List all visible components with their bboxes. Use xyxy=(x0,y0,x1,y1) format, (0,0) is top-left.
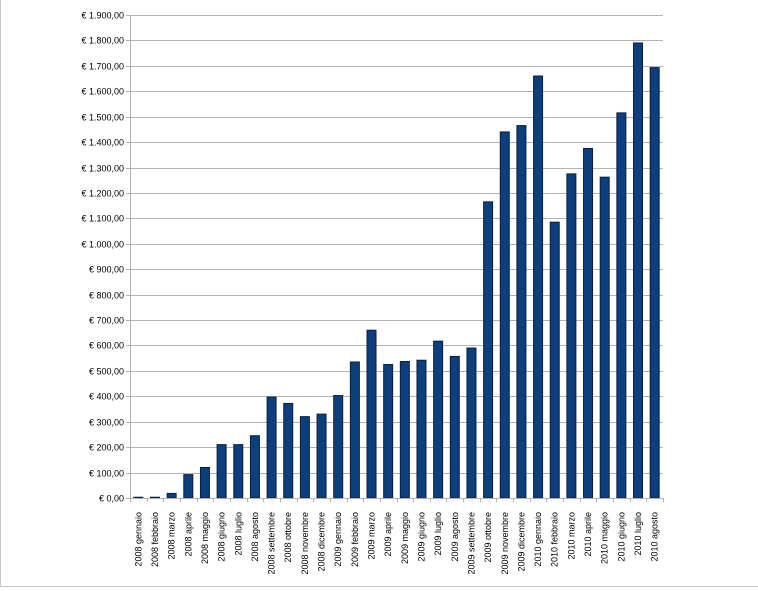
y-axis-tick-labels: € 0,00 € 100,00 € 200,00 € 300,00 € 400,00 € … xyxy=(81,11,124,504)
y-tick-label: € 1.700,00 xyxy=(81,62,124,72)
x-tick-label: 2009 aprile xyxy=(383,512,393,557)
y-tick-label: € 500,00 xyxy=(89,367,124,377)
bar xyxy=(416,359,427,499)
bar xyxy=(633,42,644,499)
bar xyxy=(449,355,460,499)
x-tick-label: 2008 marzo xyxy=(167,512,177,560)
bar xyxy=(183,474,194,499)
y-tick-label: € 0,00 xyxy=(99,494,124,504)
bar xyxy=(599,176,610,499)
y-tick-label: € 1.000,00 xyxy=(81,240,124,250)
x-tick-label: 2009 agosto xyxy=(450,512,460,562)
bar xyxy=(566,173,577,499)
x-tick-label: 2008 ottobre xyxy=(283,512,293,563)
bar xyxy=(549,221,560,499)
y-tick-label: € 1.600,00 xyxy=(81,87,124,97)
x-tick-label: 2009 gennaio xyxy=(333,512,343,567)
x-tick-label: 2009 giugno xyxy=(416,512,426,562)
bar xyxy=(466,347,477,499)
y-tick-label: € 1.300,00 xyxy=(81,164,124,174)
bar xyxy=(649,67,660,499)
bar xyxy=(199,466,210,499)
bar xyxy=(616,112,627,499)
bar xyxy=(433,340,444,499)
x-tick-label: 2008 dicembre xyxy=(317,512,327,572)
bar xyxy=(366,329,377,499)
x-axis-tick-labels: 2008 gennaio 2008 febbraio 2008 marzo 2008 … xyxy=(130,498,664,575)
bar xyxy=(533,75,544,499)
bar xyxy=(299,416,310,499)
y-tick-label: € 1.400,00 xyxy=(81,138,124,148)
y-tick-label: € 300,00 xyxy=(89,418,124,428)
bar xyxy=(349,361,360,499)
bar xyxy=(216,444,227,499)
x-tick-label: 2008 luglio xyxy=(233,512,243,556)
bar xyxy=(133,496,144,499)
bar xyxy=(233,444,244,499)
x-tick-label: 2010 gennaio xyxy=(533,512,543,567)
x-tick-label: 2008 novembre xyxy=(300,512,310,575)
x-tick-label: 2010 marzo xyxy=(566,512,576,560)
x-tick-label: 2010 maggio xyxy=(600,512,610,564)
x-tick-label: 2010 giugno xyxy=(616,512,626,562)
x-tick-label: 2008 agosto xyxy=(250,512,260,562)
x-tick-label: 2010 aprile xyxy=(583,512,593,557)
bar xyxy=(316,413,327,499)
x-tick-label: 2009 febbraio xyxy=(350,512,360,567)
x-tick-label: 2009 dicembre xyxy=(516,512,526,572)
x-tick-label: 2010 febbraio xyxy=(550,512,560,567)
bar xyxy=(516,125,527,499)
bar xyxy=(266,396,277,499)
y-tick-label: € 800,00 xyxy=(89,291,124,301)
y-tick-label: € 200,00 xyxy=(89,443,124,453)
x-tick-label: 2009 marzo xyxy=(367,512,377,560)
x-tick-label: 2008 aprile xyxy=(183,512,193,557)
y-tick-label: € 100,00 xyxy=(89,469,124,479)
x-tick-label: 2009 luglio xyxy=(433,512,443,556)
x-tick-label: 2010 luglio xyxy=(633,512,643,556)
bar xyxy=(383,364,394,499)
x-tick-label: 2008 febbraio xyxy=(150,512,160,567)
bar xyxy=(283,402,294,499)
x-tick-label: 2008 settembre xyxy=(267,512,277,575)
y-tick-label: € 1.100,00 xyxy=(81,214,124,224)
bar xyxy=(583,147,594,499)
bars xyxy=(133,42,660,499)
bar xyxy=(499,131,510,499)
y-tick-label: € 400,00 xyxy=(89,392,124,402)
gridlines xyxy=(126,15,663,499)
y-tick-label: € 1.500,00 xyxy=(81,113,124,123)
x-tick-label: 2009 settembre xyxy=(466,512,476,575)
x-tick-label: 2009 maggio xyxy=(400,512,410,564)
y-tick-label: € 1.900,00 xyxy=(81,11,124,21)
y-tick-label: € 1.200,00 xyxy=(81,189,124,199)
y-tick-label: € 700,00 xyxy=(89,316,124,326)
bar xyxy=(166,492,177,499)
y-tick-label: € 900,00 xyxy=(89,265,124,275)
bar xyxy=(149,496,160,499)
y-tick-label: € 1.800,00 xyxy=(81,36,124,46)
bar xyxy=(483,201,494,499)
x-tick-label: 2009 ottobre xyxy=(483,512,493,563)
y-tick-label: € 600,00 xyxy=(89,341,124,351)
x-tick-label: 2009 novembre xyxy=(500,512,510,575)
x-tick-label: 2010 agosto xyxy=(650,512,660,562)
x-tick-label: 2008 giugno xyxy=(217,512,227,562)
x-tick-label: 2008 gennaio xyxy=(133,512,143,567)
bar xyxy=(249,435,260,499)
bar xyxy=(399,360,410,499)
x-tick-label: 2008 maggio xyxy=(200,512,210,564)
bar xyxy=(333,395,344,499)
